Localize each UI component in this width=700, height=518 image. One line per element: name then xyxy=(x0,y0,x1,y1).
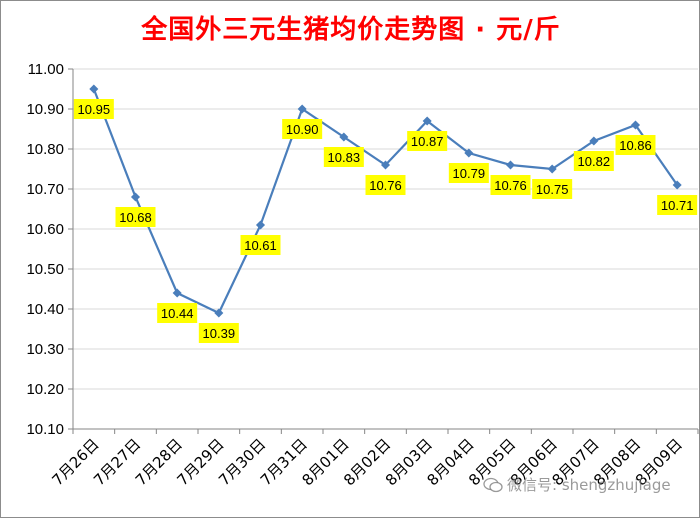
data-point xyxy=(589,136,599,146)
data-label-box xyxy=(323,147,364,167)
chart-title: 全国外三元生猪均价走势图 · 元/斤 xyxy=(141,15,561,45)
y-tick-label: 11.00 xyxy=(28,61,64,78)
data-label-box xyxy=(615,135,656,155)
data-label-box xyxy=(448,163,489,183)
data-label: 10.86 xyxy=(619,138,652,153)
data-label: 10.44 xyxy=(161,306,194,321)
y-tick-label: 10.90 xyxy=(26,101,64,118)
data-label: 10.76 xyxy=(494,178,527,193)
data-label-box xyxy=(73,99,114,119)
data-label-box xyxy=(490,175,531,195)
data-label: 10.75 xyxy=(536,182,569,197)
y-tick-label: 10.50 xyxy=(26,261,64,278)
data-label: 10.83 xyxy=(328,150,361,165)
data-label-box xyxy=(407,131,448,151)
data-label: 10.68 xyxy=(119,210,152,225)
data-label: 10.71 xyxy=(661,198,694,213)
data-label-box xyxy=(240,235,281,255)
data-label-box xyxy=(365,175,406,195)
series-layer xyxy=(89,84,682,318)
y-tick-label: 10.80 xyxy=(26,141,64,158)
data-label-box xyxy=(282,119,323,139)
wechat-icon xyxy=(483,477,503,492)
data-label-box xyxy=(573,151,614,171)
data-point xyxy=(505,160,516,170)
data-label-box xyxy=(157,303,198,323)
watermark-text: 微信号: shengzhujiage xyxy=(507,476,671,494)
axis-layer: 10.10 10.20 10.30 10.40 10.50 10.60 10.70 10.80… xyxy=(26,61,699,489)
data-label: 10.87 xyxy=(411,134,444,149)
data-label: 10.39 xyxy=(203,326,236,341)
data-point xyxy=(214,308,224,318)
data-point xyxy=(297,104,307,114)
grid-layer xyxy=(73,68,698,390)
data-label-box xyxy=(198,323,239,343)
data-label: 10.90 xyxy=(286,122,319,137)
series-line xyxy=(92,88,679,315)
data-label-layer: 10.95 10.68 10.44 10.39 10.61 10.90 10.83 10.76… xyxy=(73,99,698,343)
watermark: 微信号: shengzhujiage xyxy=(483,474,671,495)
data-point xyxy=(89,84,99,94)
data-label: 10.76 xyxy=(369,178,402,193)
data-label: 10.95 xyxy=(78,102,111,117)
y-tick-label: 10.70 xyxy=(26,181,64,198)
y-tick-label: 10.30 xyxy=(26,341,64,358)
y-tick-label: 10.60 xyxy=(26,221,64,238)
data-point xyxy=(172,288,182,298)
data-label-box xyxy=(657,195,698,215)
y-tick-label: 10.40 xyxy=(26,301,64,318)
data-label-box xyxy=(532,179,573,199)
y-tick-label: 10.10 xyxy=(26,421,64,438)
data-label: 10.79 xyxy=(453,166,486,181)
data-label: 10.61 xyxy=(244,238,277,253)
data-label-box xyxy=(115,207,156,227)
data-point xyxy=(422,116,432,126)
data-point xyxy=(255,220,266,230)
data-label: 10.82 xyxy=(578,154,611,169)
y-tick-label: 10.20 xyxy=(26,381,64,398)
data-point xyxy=(130,192,141,202)
